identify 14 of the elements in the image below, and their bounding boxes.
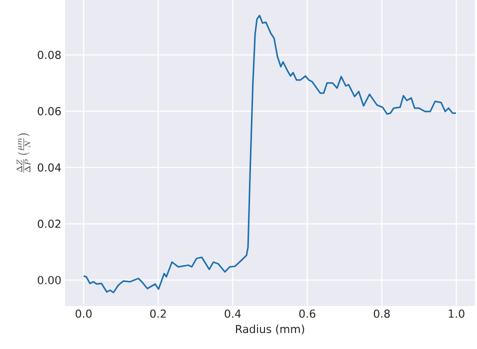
- y-tick-label: 0.00: [38, 276, 61, 284]
- x-axis-title: Radius (mm): [236, 324, 304, 334]
- line-series: [82, 14, 457, 294]
- x-tick-label: 0.8: [374, 310, 390, 318]
- y-tick-label: 0.06: [38, 107, 61, 116]
- x-tick-label: 0.0: [76, 310, 92, 318]
- x-tick-label: 0.4: [224, 310, 241, 318]
- y-tick-label: 0.04: [38, 163, 61, 172]
- x-tick-label: 0.2: [150, 310, 166, 318]
- x-tick-label: 0.6: [299, 310, 316, 318]
- y-tick-label: 0.02: [38, 220, 60, 228]
- y-axis-title: $\frac{\Delta Z}{\Delta P}\left(\frac{\mu m}{N}\right)$: [16, 134, 30, 173]
- x-tick-label: 1.0: [448, 310, 464, 318]
- y-tick-label: 0.08: [38, 50, 61, 60]
